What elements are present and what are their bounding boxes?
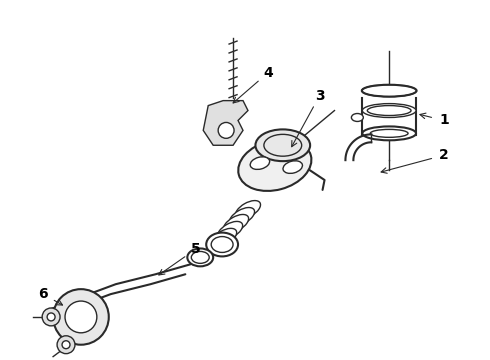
Ellipse shape xyxy=(223,215,248,233)
Text: 1: 1 xyxy=(439,113,449,127)
Text: 5: 5 xyxy=(191,242,200,256)
Text: 6: 6 xyxy=(38,287,48,301)
Text: 3: 3 xyxy=(315,89,324,103)
Ellipse shape xyxy=(212,228,237,247)
Ellipse shape xyxy=(250,157,270,170)
Circle shape xyxy=(65,301,97,333)
Ellipse shape xyxy=(362,85,416,96)
Circle shape xyxy=(218,122,234,138)
Ellipse shape xyxy=(362,126,416,140)
Ellipse shape xyxy=(238,139,312,191)
Ellipse shape xyxy=(187,248,213,266)
Ellipse shape xyxy=(229,207,255,226)
Ellipse shape xyxy=(255,129,310,161)
Text: 4: 4 xyxy=(263,66,273,80)
Ellipse shape xyxy=(362,104,416,117)
Circle shape xyxy=(53,289,109,345)
Circle shape xyxy=(47,313,55,321)
Ellipse shape xyxy=(283,161,302,174)
Circle shape xyxy=(57,336,75,354)
Ellipse shape xyxy=(235,201,261,219)
Ellipse shape xyxy=(351,113,363,121)
Ellipse shape xyxy=(218,221,243,240)
Circle shape xyxy=(62,341,70,349)
Circle shape xyxy=(42,308,60,326)
Ellipse shape xyxy=(206,233,238,256)
Text: 2: 2 xyxy=(439,148,449,162)
Polygon shape xyxy=(203,100,248,145)
